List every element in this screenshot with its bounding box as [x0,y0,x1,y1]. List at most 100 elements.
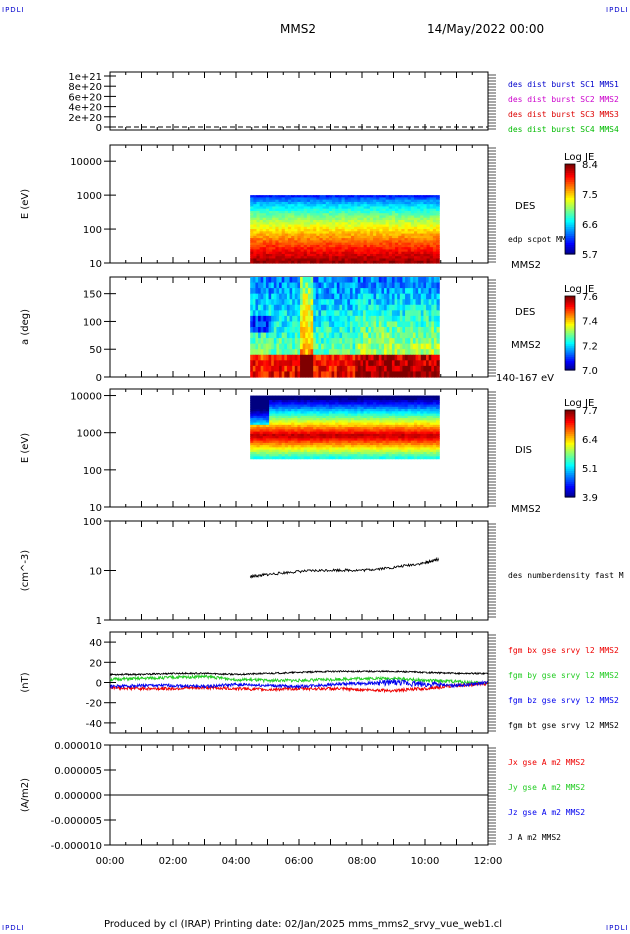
spectrogram-cell [402,304,406,311]
spectrogram-cell [385,220,390,223]
spectrogram-cell [407,427,412,430]
spectrogram-cell [292,293,296,300]
spectrogram-cell [360,293,364,300]
spectrogram-cell [412,327,417,334]
spectrogram-cell [262,442,267,446]
spectrogram-cell [303,406,308,410]
spectrogram-cell [399,293,404,300]
spectrogram-cell [278,438,283,442]
spectrogram-cell [423,360,427,367]
spectrogram-cell [265,440,270,444]
spectrogram-cell [291,247,295,251]
spectrogram-cell [391,231,396,235]
spectrogram-cell [344,215,349,219]
spectrogram-cell [407,244,412,248]
spectrogram-cell [368,304,372,311]
spectrogram-cell [363,442,368,446]
spectrogram-cell [378,315,383,323]
spectrogram-cell [272,429,276,433]
spectrogram-cell [300,231,305,235]
spectrogram-cell [341,204,346,208]
spectrogram-cell [429,217,434,221]
spectrogram-cell [394,310,398,317]
spectrogram-cell [313,371,317,378]
spectrogram-cell [253,249,258,253]
spectrogram-cell [328,288,333,295]
spectrogram-cell [420,235,425,239]
spectrogram-cell [250,282,254,289]
y-tick-label: 100 [83,317,102,328]
spectrogram-cell [297,277,301,284]
spectrogram-cell [300,235,305,239]
spectrogram-cell [269,256,273,260]
spectrogram-cell [347,365,351,373]
spectrogram-cell [410,418,415,421]
spectrogram-cell [278,445,283,448]
spectrogram-cell [391,349,396,356]
spectrogram-cell [385,235,390,239]
spectrogram-cell [334,360,338,367]
spectrogram-cell [373,253,377,257]
spectrogram-cell [413,418,418,421]
spectrogram-cell [429,240,434,244]
spectrogram-cell [300,332,304,339]
spectrogram-cell [313,445,317,448]
spectrogram-cell [379,195,384,198]
spectrogram-cell [318,310,322,317]
spectrogram-cell [263,282,267,289]
spectrogram-cell [316,226,321,230]
spectrogram-cell [319,447,324,451]
colorbar-segment [565,164,575,167]
spectrogram-cell [398,402,402,406]
spectrogram-cell [328,397,333,401]
spectrogram-cell [278,204,283,208]
spectrogram-cell [373,288,377,295]
spectrogram-cell [292,349,296,356]
spectrogram-cell [391,213,396,217]
spectrogram-cell [373,231,377,235]
spectrogram-cell [262,413,267,417]
spectrogram-cell [388,422,393,426]
spectrogram-cell [388,260,393,264]
spectrogram-cell [292,288,296,295]
spectrogram-cell [355,349,359,356]
spectrogram-cell [297,233,302,237]
spectrogram-cell [262,411,267,415]
spectrogram-cell [385,215,390,219]
spectrogram-cell [368,299,372,306]
spectrogram-cell [292,304,296,311]
spectrogram-cell [378,332,383,339]
spectrogram-cell [310,360,314,367]
spectrogram-cell [342,293,346,300]
spectrogram-cell [319,226,324,230]
spectrogram-cell [319,442,324,446]
spectrogram-cell [265,418,270,421]
spectrogram-cell [256,220,261,223]
spectrogram-cell [436,249,440,253]
spectrogram-cell [297,327,301,334]
spectrogram-cell [259,222,264,226]
spectrogram-cell [376,433,380,437]
spectrogram-cell [382,395,387,399]
spectrogram-cell [436,206,440,210]
spectrogram-cell [281,327,285,334]
spectrogram-cell [259,253,264,257]
spectrogram-cell [344,321,348,328]
spectrogram-cell [350,402,355,406]
spectrogram-cell [294,204,299,208]
spectrogram-cell [382,427,387,430]
spectrogram-cell [269,440,273,444]
spectrogram-cell [286,343,291,350]
spectrogram-cell [413,204,418,208]
spectrogram-cell [291,258,295,262]
spectrogram-cell [275,233,280,237]
spectrogram-cell [357,277,362,284]
spectrogram-cell [335,226,339,230]
spectrogram-cell [307,304,312,311]
spectrogram-cell [291,238,295,241]
spectrogram-cell [436,404,440,408]
spectrogram-cell [398,433,402,437]
spectrogram-cell [360,400,365,403]
spectrogram-cell [272,413,276,417]
spectrogram-cell [369,422,374,426]
